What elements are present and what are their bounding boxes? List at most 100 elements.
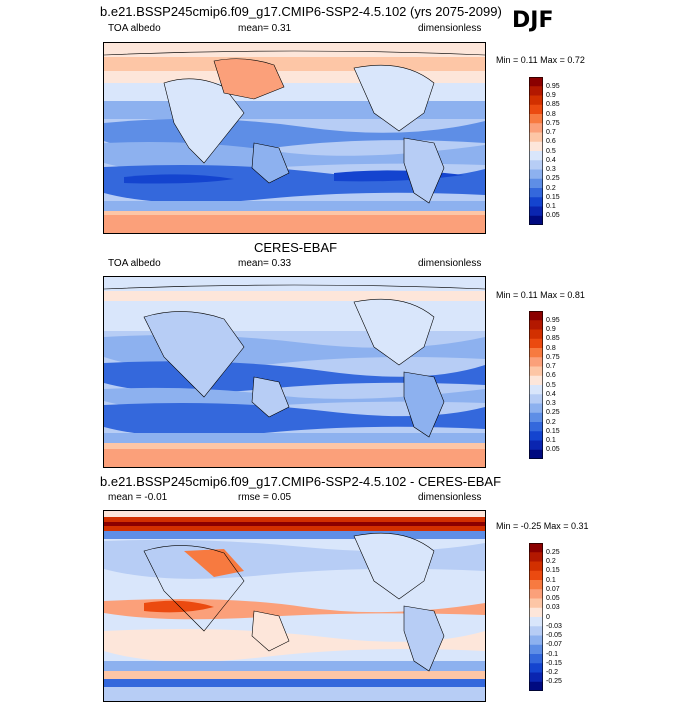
panel-3-colorbar: 0.25 0.2 0.15 0.1 0.07 0.05 0.03 0 -0.03 -0.05 -0.… <box>529 543 562 691</box>
colorbar-tick-label: 0.15 <box>546 567 560 575</box>
colorbar-swatch <box>529 598 543 609</box>
colorbar-swatch <box>529 570 543 581</box>
colorbar-tick-label: 0.95 <box>546 316 560 324</box>
colorbar-swatch <box>529 412 543 423</box>
colorbar-swatch <box>529 543 543 553</box>
colorbar-swatch <box>529 86 543 96</box>
colorbar-swatch <box>529 329 543 340</box>
colorbar-tick-label: -0.05 <box>546 632 562 639</box>
colorbar-swatch <box>529 357 543 367</box>
colorbar-tick-label: 0.85 <box>546 101 560 109</box>
panel-2-map <box>103 276 486 468</box>
colorbar-border <box>529 311 543 459</box>
colorbar-tick-label: 0.05 <box>546 446 560 454</box>
colorbar-tick-label: 0.95 <box>546 82 560 90</box>
colorbar-tick-label: -0.15 <box>546 659 562 667</box>
colorbar-tick-label: 0.2 <box>546 418 556 426</box>
colorbar-swatch <box>529 440 543 451</box>
colorbar-swatch <box>529 394 543 404</box>
colorbar-tick-label: 0.2 <box>546 558 556 565</box>
colorbar-tick-label: 0.03 <box>546 604 560 612</box>
colorbar-swatch <box>529 626 543 636</box>
colorbar-tick-label: 0.6 <box>546 372 556 380</box>
colorbar-tick-label: 0.8 <box>546 110 556 118</box>
colorbar-swatch <box>529 375 543 386</box>
colorbar-swatch <box>529 197 543 207</box>
colorbar-tick-label: 0.15 <box>546 193 560 201</box>
colorbar-swatch <box>529 617 543 627</box>
colorbar-swatches <box>529 77 543 225</box>
colorbar-swatches <box>529 311 543 459</box>
colorbar-tick-label: 0.75 <box>546 119 560 127</box>
colorbar-tick-label: 0.9 <box>546 92 556 99</box>
panel-1-units-label: dimensionless <box>418 23 482 34</box>
panel-2-map-plot <box>104 277 485 467</box>
panel-3-units-label: dimensionless <box>418 492 482 503</box>
colorbar-tick-label: 0.3 <box>546 400 556 407</box>
panel-3-map <box>103 510 486 702</box>
colorbar-tick-label: 0.7 <box>546 129 556 136</box>
colorbar-swatch <box>529 169 543 180</box>
panel-1-colorbar: 0.95 0.9 0.85 0.8 0.75 0.7 0.6 0.5 0.4 0.3 0.25 0.2… <box>529 77 560 225</box>
colorbar-tick-label: 0.1 <box>546 576 556 584</box>
colorbar-swatch <box>529 403 543 414</box>
colorbar-tick-label: 0.1 <box>546 437 556 444</box>
colorbar-border <box>529 543 543 691</box>
colorbar-tick-label: 0.15 <box>546 427 560 435</box>
colorbar-swatch <box>529 338 543 349</box>
colorbar-swatch <box>529 141 543 152</box>
colorbar-swatch <box>529 188 543 198</box>
colorbar-tick-label: 0.1 <box>546 203 556 210</box>
colorbar-swatch <box>529 607 543 618</box>
colorbar-swatch <box>529 311 543 321</box>
panel-2-colorbar: 0.95 0.9 0.85 0.8 0.75 0.7 0.6 0.5 0.4 0.3 0.25 0.2… <box>529 311 560 459</box>
colorbar-tick-label: 0.75 <box>546 353 560 361</box>
panel-1-mean-label: mean= 0.31 <box>238 23 292 34</box>
colorbar-swatch <box>529 348 543 358</box>
colorbar-swatch <box>529 385 543 395</box>
colorbar-tick-label: 0.85 <box>546 335 560 343</box>
colorbar-tick-label: -0.07 <box>546 641 562 649</box>
colorbar-tick-label: 0.5 <box>546 147 556 155</box>
panel-3-map-plot <box>104 511 485 701</box>
colorbar-tick-label: 0 <box>546 613 550 621</box>
colorbar-swatch <box>529 663 543 673</box>
panel-1-minmax: Min = 0.11 Max = 0.72 <box>496 55 585 65</box>
colorbar-swatch <box>529 644 543 655</box>
colorbar-swatch <box>529 431 543 441</box>
panel-3-mean-label: mean = -0.01 <box>108 492 168 503</box>
colorbar-swatch <box>529 132 543 143</box>
panel-2-title: CERES-EBAF <box>254 240 338 255</box>
colorbar-swatch <box>529 160 543 170</box>
season-label: DJF <box>512 8 554 33</box>
colorbar-border <box>529 77 543 225</box>
panel-2-variable-label: TOA albedo <box>108 258 161 269</box>
colorbar-tick-label: 0.6 <box>546 138 556 146</box>
panel-1-map-plot <box>104 43 485 233</box>
colorbar-tick-label: 0.3 <box>546 166 556 173</box>
colorbar-swatch <box>529 449 543 459</box>
colorbar-tick-label: 0.7 <box>546 363 556 370</box>
colorbar-tick-label: -0.25 <box>546 678 562 686</box>
colorbar-swatch <box>529 206 543 217</box>
colorbar-swatch <box>529 681 543 691</box>
colorbar-swatch <box>529 77 543 87</box>
colorbar-swatch <box>529 114 543 124</box>
colorbar-tick-label: 0.4 <box>546 156 556 164</box>
colorbar-tick-label: 0.05 <box>546 595 560 602</box>
colorbar-swatch <box>529 589 543 599</box>
colorbar-swatch <box>529 320 543 330</box>
colorbar-swatches <box>529 543 543 691</box>
colorbar-tick-label: 0.4 <box>546 390 556 398</box>
colorbar-swatch <box>529 552 543 562</box>
panel-1-variable-label: TOA albedo <box>108 23 161 34</box>
colorbar-swatch <box>529 123 543 133</box>
panel-2-mean-label: mean= 0.33 <box>238 258 292 269</box>
colorbar-swatch <box>529 672 543 683</box>
colorbar-tick-label: -0.03 <box>546 622 562 630</box>
panel-2-units-label: dimensionless <box>418 258 482 269</box>
colorbar-swatch <box>529 151 543 161</box>
colorbar-tick-label: 0.25 <box>546 409 560 417</box>
colorbar-tick-label: 0.2 <box>546 184 556 192</box>
colorbar-tick-label: 0.25 <box>546 548 560 556</box>
